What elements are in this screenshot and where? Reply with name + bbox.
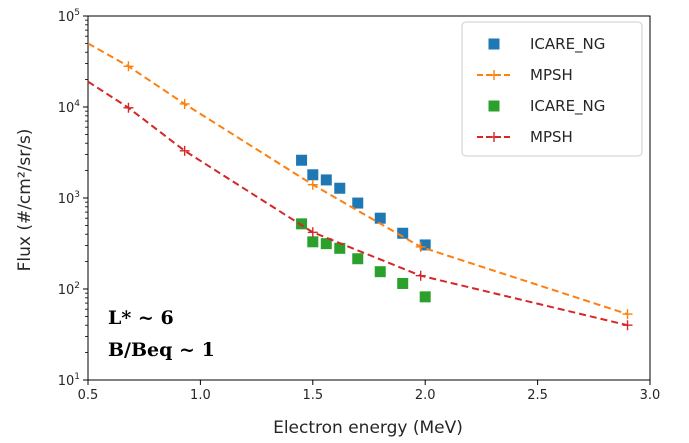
x-tick-label: 1.0 [190, 388, 211, 403]
series-line-1 [87, 42, 628, 316]
y-tick-label: 105 [58, 8, 80, 25]
legend-box [461, 21, 643, 157]
legend-marker-square [488, 100, 500, 112]
data-point-square [419, 291, 431, 303]
data-point-square [374, 212, 386, 224]
data-point-square [352, 253, 364, 265]
axes: 0.5 1.0 1.5 2.0 2.5 3.0 101 102 103 104 105 [58, 8, 661, 403]
data-point-square [320, 174, 332, 186]
legend-label-3: MPSH [530, 128, 573, 146]
legend-label-0: ICARE_NG [530, 35, 605, 54]
legend: ICARE_NG MPSH ICARE_NG MPSH [461, 21, 643, 157]
data-point-plus [179, 98, 190, 109]
data-point-plus [123, 102, 134, 113]
x-tick-label: 0.5 [78, 388, 99, 403]
legend-label-1: MPSH [530, 66, 573, 84]
x-tick-label: 2.5 [527, 388, 548, 403]
data-point-square [397, 227, 409, 239]
data-point-square [419, 239, 431, 251]
legend-marker-square [488, 38, 500, 50]
x-axis-label: Electron energy (MeV) [273, 418, 463, 438]
x-tick-label: 3.0 [640, 388, 661, 403]
annotation-box: L* ~ 6 B/Beq ~ 1 [108, 307, 215, 361]
x-tick-label: 2.0 [415, 388, 436, 403]
annotation-lstar: L* ~ 6 [108, 307, 174, 329]
legend-marker-plus [489, 70, 499, 80]
data-point-plus [307, 227, 318, 238]
data-point-square [374, 266, 386, 278]
series-layer [87, 42, 633, 331]
legend-marker-plus [489, 132, 499, 142]
y-tick-label: 103 [58, 190, 80, 207]
data-point-square [352, 197, 364, 209]
data-point-square [307, 169, 319, 181]
y-tick-label: 102 [58, 281, 80, 298]
data-point-square [296, 154, 308, 166]
series-line-3 [87, 80, 628, 327]
x-tick-label: 1.5 [302, 388, 323, 403]
data-point-plus [622, 320, 633, 331]
data-point-plus [415, 241, 426, 252]
legend-label-2: ICARE_NG [530, 97, 605, 116]
data-point-square [320, 238, 332, 250]
data-point-square [334, 182, 346, 194]
data-point-square [334, 242, 346, 254]
y-axis-label: Flux (#/cm²/sr/s) [15, 129, 35, 272]
data-point-plus [415, 270, 426, 281]
data-point-plus [307, 179, 318, 190]
y-tick-label: 104 [58, 99, 81, 116]
y-tick-label: 101 [58, 372, 80, 389]
data-point-plus [179, 145, 190, 156]
data-point-square [307, 236, 319, 248]
data-point-plus [622, 309, 633, 320]
data-point-square [296, 218, 308, 230]
annotation-bbeq: B/Beq ~ 1 [108, 339, 215, 361]
data-point-plus [123, 61, 134, 72]
data-point-square [397, 277, 409, 289]
